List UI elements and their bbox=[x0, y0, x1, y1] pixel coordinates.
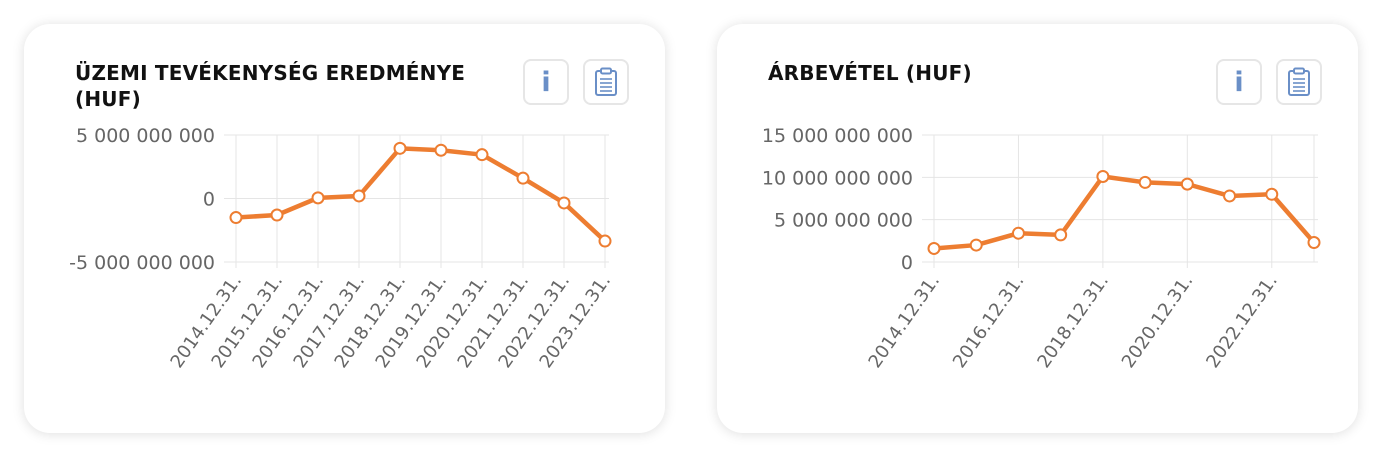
data-point bbox=[1096, 169, 1110, 183]
info-button[interactable]: i bbox=[1216, 59, 1262, 105]
x-tick-label: 2020.12.31. bbox=[1118, 271, 1198, 372]
data-point bbox=[1011, 226, 1025, 240]
clipboard-icon bbox=[1288, 67, 1310, 96]
x-tick-label: 2018.12.31. bbox=[1033, 271, 1113, 372]
data-point bbox=[352, 189, 366, 203]
info-icon: i bbox=[1234, 66, 1244, 98]
data-point bbox=[1307, 236, 1321, 250]
y-tick-label: 10 000 000 000 bbox=[762, 167, 913, 189]
series-line bbox=[233, 146, 608, 244]
y-tick-label: -5 000 000 000 bbox=[69, 252, 215, 274]
data-point bbox=[311, 191, 325, 205]
data-point bbox=[393, 141, 407, 155]
chart-title: ÁRBEVÉTEL (HUF) bbox=[768, 61, 972, 85]
y-tick-label: 5 000 000 000 bbox=[76, 125, 215, 147]
data-point bbox=[1054, 228, 1068, 242]
data-point bbox=[1180, 177, 1194, 191]
y-tick-label: 0 bbox=[203, 189, 215, 211]
copy-button[interactable] bbox=[583, 59, 629, 105]
data-point bbox=[1265, 187, 1279, 201]
chart-title: ÜZEMI TEVÉKENYSÉG EREDMÉNYE (HUF) bbox=[75, 61, 466, 111]
x-tick-label: 2014.12.31. bbox=[864, 271, 944, 372]
series-line bbox=[931, 174, 1317, 251]
x-tick-label: 2016.12.31. bbox=[949, 271, 1029, 372]
data-point bbox=[598, 234, 612, 248]
copy-button[interactable] bbox=[1276, 59, 1322, 105]
data-point bbox=[1138, 175, 1152, 189]
data-point bbox=[434, 143, 448, 157]
data-point bbox=[1223, 189, 1237, 203]
data-point bbox=[557, 196, 571, 210]
y-tick-label: 15 000 000 000 bbox=[762, 125, 913, 147]
y-tick-label: 0 bbox=[901, 252, 913, 274]
revenue-card: ÁRBEVÉTEL (HUF) i 15 000 000 000 10 000 0… bbox=[717, 24, 1358, 433]
data-point bbox=[969, 238, 983, 252]
operating-result-card: ÜZEMI TEVÉKENYSÉG EREDMÉNYE (HUF) i 5 00… bbox=[24, 24, 665, 433]
info-button[interactable]: i bbox=[523, 59, 569, 105]
clipboard-icon bbox=[595, 67, 617, 96]
data-point bbox=[270, 208, 284, 222]
data-point bbox=[516, 171, 530, 185]
info-icon: i bbox=[541, 66, 551, 98]
x-tick-label: 2022.12.31. bbox=[1202, 271, 1282, 372]
data-point bbox=[229, 211, 243, 225]
revenue-chart: 15 000 000 000 10 000 000 000 5 000 000 00… bbox=[762, 125, 1321, 372]
y-tick-label: 5 000 000 000 bbox=[774, 210, 913, 232]
data-point bbox=[927, 241, 941, 255]
data-point bbox=[475, 148, 489, 162]
